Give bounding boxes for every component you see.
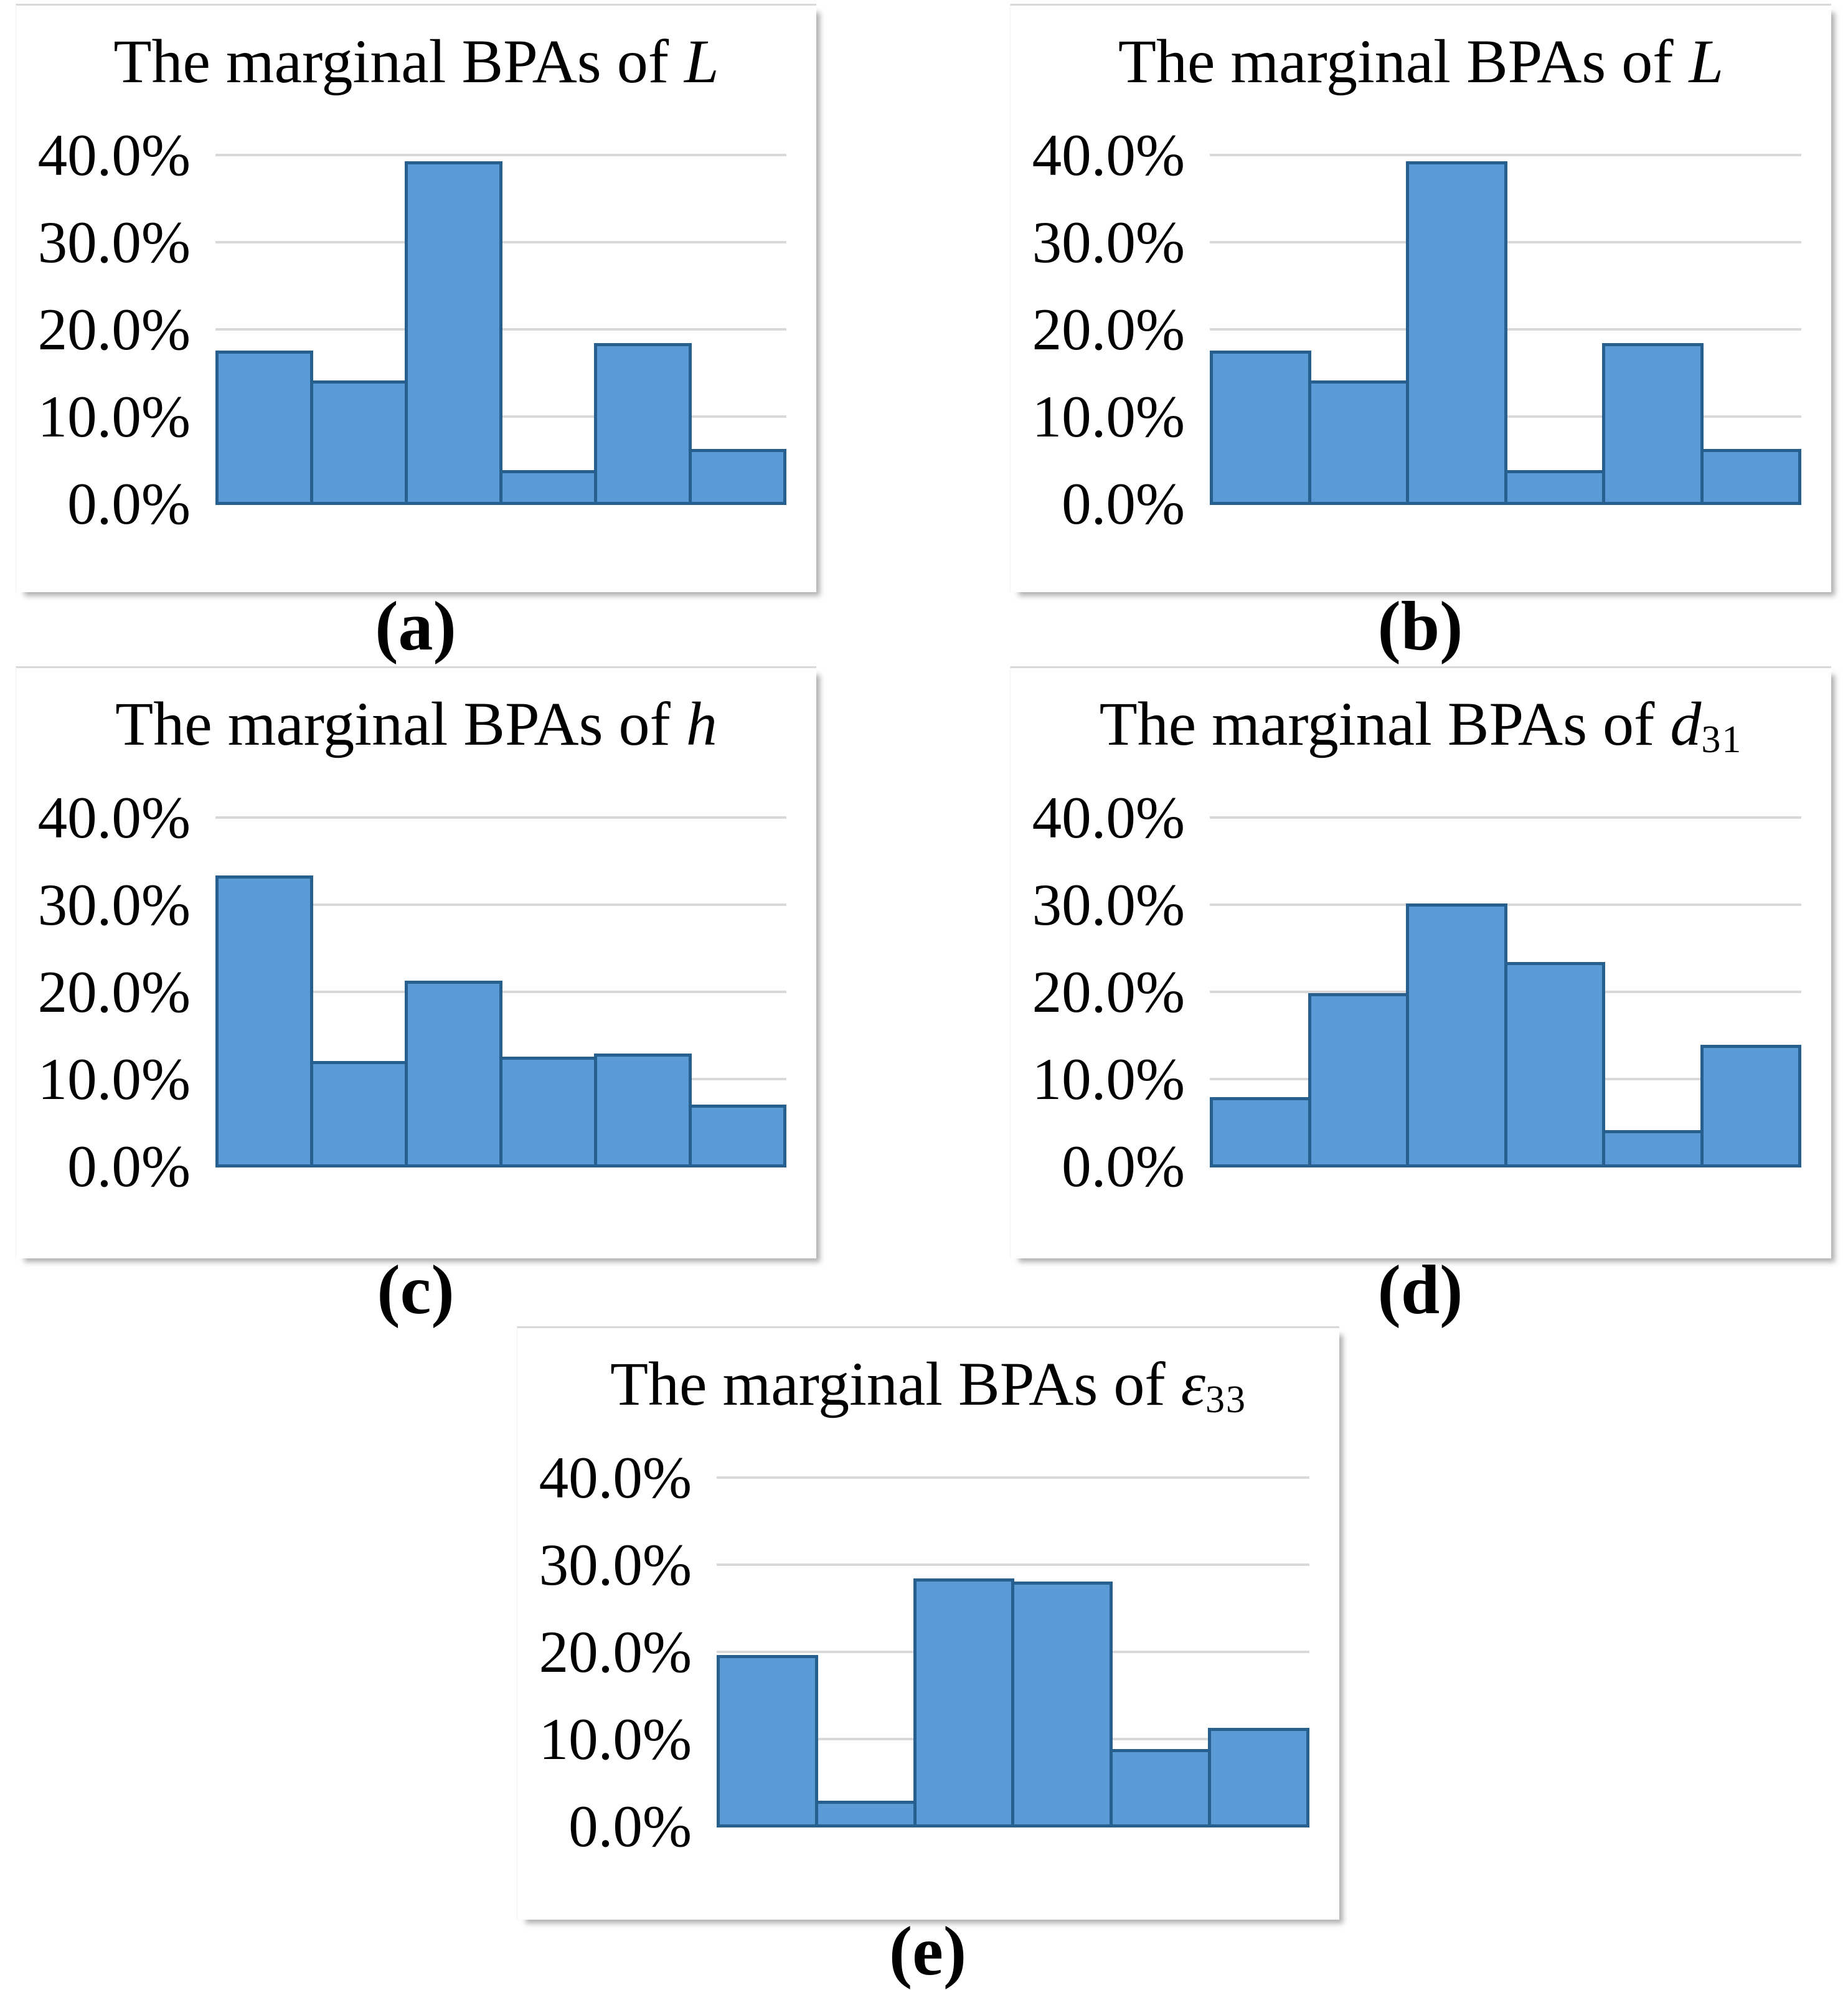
bar — [405, 981, 502, 1167]
plot-area — [1210, 816, 1801, 1167]
y-axis-tick-label: 10.0% — [539, 1706, 692, 1772]
bar — [913, 1578, 1015, 1827]
bar — [1210, 1097, 1311, 1167]
y-axis-tick-label: 30.0% — [37, 209, 191, 275]
chart-title-subscript: 31 — [1701, 719, 1743, 761]
y-axis-tick-label: 20.0% — [539, 1619, 692, 1685]
chart-title-prefix: The marginal BPAs of — [113, 27, 685, 96]
chart-title-variable: h — [686, 689, 717, 758]
y-axis-tick-label: 10.0% — [37, 1046, 191, 1112]
bar — [1210, 351, 1311, 505]
bar — [215, 351, 313, 505]
figure-caption-d: (d) — [1377, 1252, 1463, 1329]
bars-group — [717, 1476, 1309, 1827]
y-axis-tick-label: 40.0% — [37, 785, 191, 851]
plot-area — [215, 816, 786, 1167]
figure-caption-b: (b) — [1377, 588, 1463, 665]
chart-panel-c: The marginal BPAs of h 40.0% 30.0% 20.0% 10… — [16, 666, 816, 1258]
bar — [1110, 1749, 1212, 1827]
bar — [1011, 1582, 1113, 1827]
gridline — [215, 903, 786, 906]
chart-title: The marginal BPAs of L — [16, 26, 816, 100]
gridline — [717, 1476, 1309, 1479]
chart-title-prefix: The marginal BPAs of — [1099, 689, 1671, 758]
gridline — [1210, 154, 1801, 156]
chart-title-prefix: The marginal BPAs of — [610, 1349, 1181, 1418]
gridline — [1210, 816, 1801, 819]
plot-area — [1210, 154, 1801, 505]
bars-group — [215, 816, 786, 1167]
chart-title: The marginal BPAs of L — [1011, 26, 1831, 100]
bar — [1504, 962, 1605, 1167]
bar — [1602, 1130, 1704, 1167]
y-axis-tick-label: 20.0% — [37, 296, 191, 362]
y-axis-tick-label: 10.0% — [1032, 384, 1185, 450]
bar — [814, 1801, 917, 1827]
chart-title-variable: L — [1689, 27, 1724, 96]
bar — [215, 875, 313, 1167]
chart-panel-e: The marginal BPAs of ε33 40.0% 30.0% 20.0%… — [517, 1326, 1339, 1920]
plot-area — [717, 1476, 1309, 1827]
bar — [1208, 1728, 1309, 1827]
y-axis-tick-label: 40.0% — [539, 1445, 692, 1511]
bar — [1406, 161, 1507, 505]
y-axis-tick-label: 20.0% — [1032, 959, 1185, 1025]
y-axis-tick-label: 40.0% — [37, 122, 191, 188]
bar — [689, 449, 786, 505]
bar — [594, 343, 692, 505]
chart-panel-b: The marginal BPAs of L 40.0% 30.0% 20.0% 10… — [1010, 4, 1831, 592]
gridline — [215, 816, 786, 819]
bars-group — [1210, 154, 1801, 505]
bar — [405, 161, 502, 505]
chart-title-variable: L — [684, 27, 719, 96]
bar — [1308, 993, 1409, 1167]
y-axis-tick-label: 0.0% — [1062, 471, 1185, 537]
y-axis-tick-label: 10.0% — [1032, 1046, 1185, 1112]
y-axis-tick-label: 0.0% — [67, 471, 191, 537]
bar — [499, 470, 597, 505]
gridline — [717, 1563, 1309, 1566]
y-axis-tick-label: 0.0% — [1062, 1133, 1185, 1199]
y-axis-tick-label: 30.0% — [539, 1532, 692, 1598]
y-axis-tick-label: 0.0% — [67, 1133, 191, 1199]
bar — [310, 380, 408, 505]
chart-panel-d: The marginal BPAs of d31 40.0% 30.0% 20.0%… — [1010, 666, 1831, 1258]
bar — [594, 1054, 692, 1167]
chart-title-variable: ε — [1181, 1349, 1206, 1418]
y-axis-tick-label: 20.0% — [1032, 296, 1185, 362]
bars-group — [215, 154, 786, 505]
chart-title-variable: d — [1670, 689, 1702, 758]
gridline — [215, 154, 786, 156]
chart-title-prefix: The marginal BPAs of — [1118, 27, 1689, 96]
bar — [1602, 343, 1704, 505]
bar — [1700, 449, 1801, 505]
chart-title: The marginal BPAs of h — [16, 688, 816, 762]
figure-caption-a: (a) — [375, 588, 456, 665]
bar — [1308, 380, 1409, 505]
chart-title: The marginal BPAs of d31 — [1011, 688, 1831, 762]
figure-caption-c: (c) — [377, 1252, 455, 1329]
y-axis-tick-label: 30.0% — [1032, 872, 1185, 938]
y-axis-tick-label: 40.0% — [1032, 122, 1185, 188]
chart-title: The marginal BPAs of ε33 — [517, 1348, 1339, 1422]
bar — [717, 1655, 818, 1827]
chart-panel-a: The marginal BPAs of L 40.0% 30.0% 20.0% 10… — [16, 4, 816, 592]
bar — [310, 1061, 408, 1167]
bars-group — [1210, 816, 1801, 1167]
y-axis-tick-label: 10.0% — [37, 384, 191, 450]
chart-title-subscript: 33 — [1205, 1379, 1247, 1421]
y-axis-tick-label: 0.0% — [568, 1793, 692, 1859]
y-axis-tick-label: 40.0% — [1032, 785, 1185, 851]
figure-caption-e: (e) — [889, 1913, 967, 1990]
y-axis-tick-label: 20.0% — [37, 959, 191, 1025]
y-axis-tick-label: 30.0% — [1032, 209, 1185, 275]
bar — [689, 1105, 786, 1167]
y-axis-tick-label: 30.0% — [37, 872, 191, 938]
chart-title-prefix: The marginal BPAs of — [115, 689, 686, 758]
bar — [1406, 903, 1507, 1167]
bar — [1700, 1045, 1801, 1167]
bar — [1504, 470, 1605, 505]
plot-area — [215, 154, 786, 505]
bar — [499, 1057, 597, 1167]
